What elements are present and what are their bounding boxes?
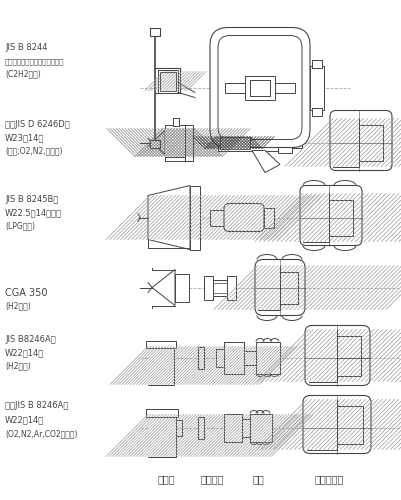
Text: 分器弁: 分器弁 <box>158 474 175 484</box>
Bar <box>224 342 244 374</box>
Bar <box>258 266 280 310</box>
Bar <box>204 276 213 299</box>
Bar <box>165 128 185 156</box>
Bar <box>307 400 337 450</box>
Text: JIS B8246A形: JIS B8246A形 <box>5 335 56 344</box>
Polygon shape <box>252 112 280 134</box>
Bar <box>242 418 250 436</box>
Text: (H2専用): (H2専用) <box>5 361 31 370</box>
Bar <box>190 186 200 250</box>
Bar <box>337 336 361 376</box>
FancyBboxPatch shape <box>300 186 362 246</box>
Bar <box>148 346 174 385</box>
Text: 仏式JIS D 6246D形: 仏式JIS D 6246D形 <box>5 120 70 129</box>
Text: W22山14右: W22山14右 <box>5 415 44 424</box>
Bar <box>210 210 224 226</box>
FancyBboxPatch shape <box>305 326 370 386</box>
Text: パッキン: パッキン <box>201 474 224 484</box>
Bar <box>337 406 363 444</box>
Bar <box>250 80 270 96</box>
Bar <box>198 346 204 368</box>
FancyBboxPatch shape <box>330 110 392 170</box>
Bar <box>303 194 329 242</box>
Bar <box>280 272 298 304</box>
Bar <box>307 400 337 450</box>
Polygon shape <box>152 130 165 154</box>
Bar <box>208 280 236 295</box>
Text: W23山14細: W23山14細 <box>5 133 45 142</box>
Bar <box>359 124 383 160</box>
Polygon shape <box>252 150 280 172</box>
Bar <box>250 414 272 442</box>
Bar <box>278 132 292 152</box>
Polygon shape <box>152 270 175 306</box>
Text: (C2H2専用): (C2H2専用) <box>5 69 41 78</box>
Bar <box>220 136 250 148</box>
Bar <box>310 66 324 110</box>
Bar <box>258 266 280 310</box>
FancyBboxPatch shape <box>224 204 264 232</box>
Text: W22山14左: W22山14左 <box>5 348 44 357</box>
Polygon shape <box>148 186 190 250</box>
Bar <box>220 136 250 148</box>
Bar <box>218 134 278 150</box>
Bar <box>312 60 322 68</box>
Text: W22.5山14左ねじ: W22.5山14左ねじ <box>5 208 62 217</box>
Bar <box>309 330 337 382</box>
Bar <box>198 416 204 438</box>
Text: (O2,N2,Ar,CO2用共用): (O2,N2,Ar,CO2用共用) <box>5 429 77 438</box>
Bar <box>333 118 359 166</box>
Bar <box>264 208 274 228</box>
Text: (H2専用): (H2専用) <box>5 301 31 310</box>
Bar <box>225 82 295 92</box>
Bar <box>309 330 337 382</box>
FancyBboxPatch shape <box>218 36 302 140</box>
Bar <box>333 118 359 166</box>
Bar <box>185 124 193 160</box>
Bar <box>224 414 242 442</box>
Bar <box>158 70 178 92</box>
Bar <box>227 276 236 299</box>
Bar <box>150 196 188 240</box>
Text: (LPG専用): (LPG専用) <box>5 221 35 230</box>
Bar <box>312 108 322 116</box>
FancyBboxPatch shape <box>210 28 310 148</box>
Text: 溶解アセチレン専用溶出防止付: 溶解アセチレン専用溶出防止付 <box>5 58 65 65</box>
Bar <box>146 408 178 416</box>
Text: 接手: 接手 <box>253 474 265 484</box>
Text: JIS B 8244: JIS B 8244 <box>5 43 47 52</box>
Text: (酸用;O2,N2,希ガス): (酸用;O2,N2,希ガス) <box>5 146 63 155</box>
FancyBboxPatch shape <box>255 260 305 316</box>
Bar <box>165 128 185 156</box>
Bar <box>150 28 160 36</box>
Bar <box>329 200 353 235</box>
Bar <box>160 72 176 90</box>
FancyBboxPatch shape <box>303 396 371 454</box>
Bar <box>244 350 256 364</box>
Text: JIS B 8245B形: JIS B 8245B形 <box>5 195 59 204</box>
Bar <box>216 348 224 366</box>
Bar <box>150 140 160 147</box>
Bar <box>173 118 179 126</box>
Bar <box>245 76 275 100</box>
Bar <box>148 346 174 385</box>
Bar <box>148 414 176 457</box>
Text: 株式JIS B 8246A形: 株式JIS B 8246A形 <box>5 401 69 410</box>
Bar <box>303 194 329 242</box>
Bar <box>292 138 302 147</box>
Bar <box>175 274 189 301</box>
Text: CGA 350: CGA 350 <box>5 288 47 298</box>
Bar <box>148 414 176 457</box>
Bar <box>256 342 280 374</box>
Bar <box>160 72 176 90</box>
Text: 取付ナット: 取付ナット <box>314 474 344 484</box>
Bar <box>146 340 176 347</box>
